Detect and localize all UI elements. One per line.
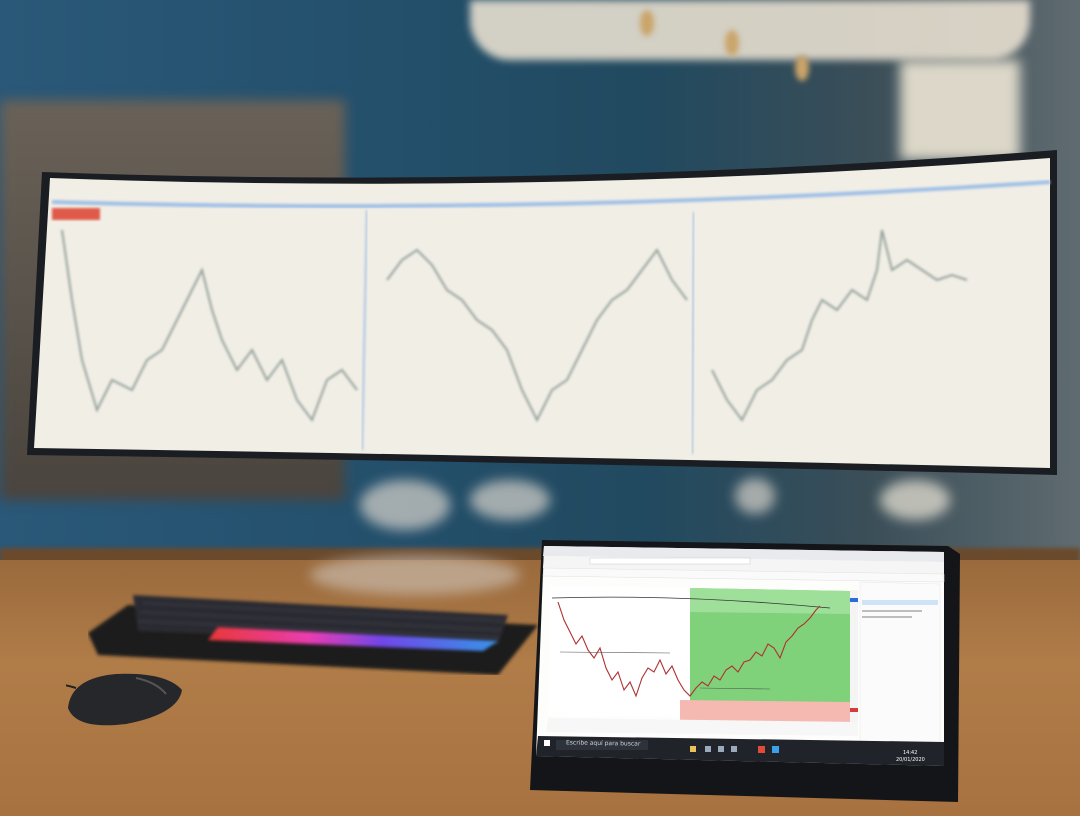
lamp-bulb xyxy=(640,10,654,36)
monitor-screen xyxy=(34,158,1050,468)
lamp-bulb xyxy=(795,55,809,81)
lamp-bulb xyxy=(725,30,739,56)
taskbar-clock-time: 14:42 xyxy=(903,750,918,756)
background-window xyxy=(900,60,1020,160)
mechanical-keyboard xyxy=(88,585,540,675)
taskbar-search-placeholder[interactable]: Escribe aquí para buscar xyxy=(565,739,641,748)
taskbar-search xyxy=(556,740,648,750)
platform-logo xyxy=(52,208,100,220)
background-bokeh xyxy=(470,480,550,520)
background-bokeh xyxy=(360,480,450,530)
computer-mouse xyxy=(0,668,184,730)
taskbar-clock-date: 20/01/2020 xyxy=(896,757,925,763)
background-bokeh xyxy=(880,480,950,520)
ultrawide-monitor xyxy=(22,150,1062,480)
ceiling-lamp xyxy=(470,0,1030,60)
background-bokeh xyxy=(735,478,775,514)
tablet-device: Escribe aquí para buscar 14:42 20/01/202… xyxy=(530,540,962,802)
desk-object-blur xyxy=(310,555,520,595)
